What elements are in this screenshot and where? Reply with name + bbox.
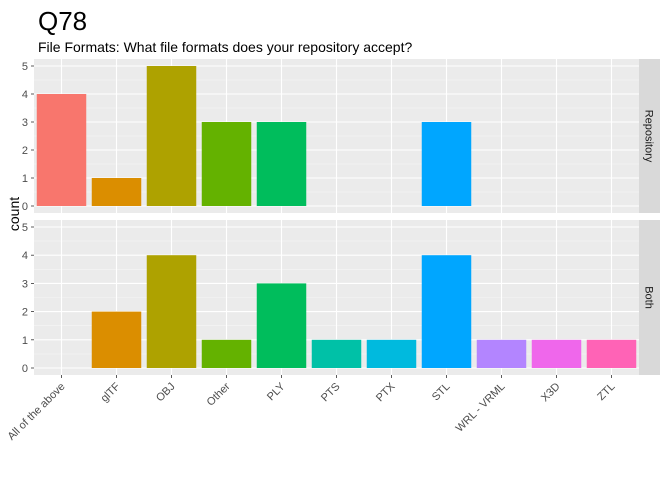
bar-pts [311, 339, 362, 368]
x-tick-label: STL [430, 381, 453, 404]
bar-ply [256, 283, 307, 368]
x-axis: All of the above glTF OBJ Other PLY PTS PTX STL… [6, 375, 618, 443]
bar-ply [256, 122, 307, 206]
facet-panels: 0 1 2 3 4 5 Repository 0 1 2 3 4 5 Both [22, 59, 660, 375]
bar-other [201, 122, 252, 206]
chart-title: Q78 [38, 6, 87, 36]
y-tick-label: 3 [22, 117, 28, 129]
bar-ztl [586, 339, 637, 368]
x-tick-label: PLY [265, 380, 288, 403]
x-tick-label: PTS [319, 381, 343, 405]
bar-all-of-the-above [36, 94, 87, 206]
y-tick-label: 4 [22, 250, 28, 262]
facet-strip-label: Both [643, 286, 655, 309]
y-tick-label: 2 [22, 145, 28, 157]
bar-wrl-vrml [476, 339, 527, 368]
bar-gltf [91, 178, 142, 206]
facet-strip [639, 220, 660, 375]
x-tick-label: PTX [374, 380, 398, 404]
x-tick-label: glTF [99, 380, 123, 404]
facet-strip-label: Repository [643, 110, 655, 163]
x-tick-label: All of the above [6, 381, 68, 443]
y-tick-label: 1 [22, 173, 28, 185]
y-tick-label: 3 [22, 278, 28, 290]
bar-obj [146, 255, 197, 368]
y-tick-label: 4 [22, 89, 28, 101]
x-tick-label: OBJ [154, 381, 178, 405]
facet-strip [639, 59, 660, 213]
bar-stl [421, 122, 472, 206]
bar-x3d [531, 339, 582, 368]
y-tick-label: 2 [22, 307, 28, 319]
bar-stl [421, 255, 472, 368]
x-tick-label: Other [205, 380, 233, 408]
bar-obj [146, 66, 197, 206]
y-axis-title: count [6, 197, 22, 231]
facet-panel-both: 0 1 2 3 4 5 Both [22, 220, 660, 375]
y-tick-label: 1 [22, 335, 28, 347]
y-tick-label: 5 [22, 61, 28, 73]
x-tick-label: ZTL [595, 381, 617, 403]
y-tick-label: 0 [22, 363, 28, 375]
x-tick-label: WRL - VRML [454, 381, 508, 435]
y-tick-label: 0 [22, 201, 28, 213]
chart-subtitle: File Formats: What file formats does you… [38, 39, 412, 55]
bar-other [201, 339, 252, 368]
bar-gltf [91, 311, 142, 368]
x-tick-label: X3D [539, 381, 563, 405]
facet-panel-repository: 0 1 2 3 4 5 Repository [22, 59, 660, 213]
bar-ptx [366, 339, 417, 368]
y-tick-label: 5 [22, 222, 28, 234]
